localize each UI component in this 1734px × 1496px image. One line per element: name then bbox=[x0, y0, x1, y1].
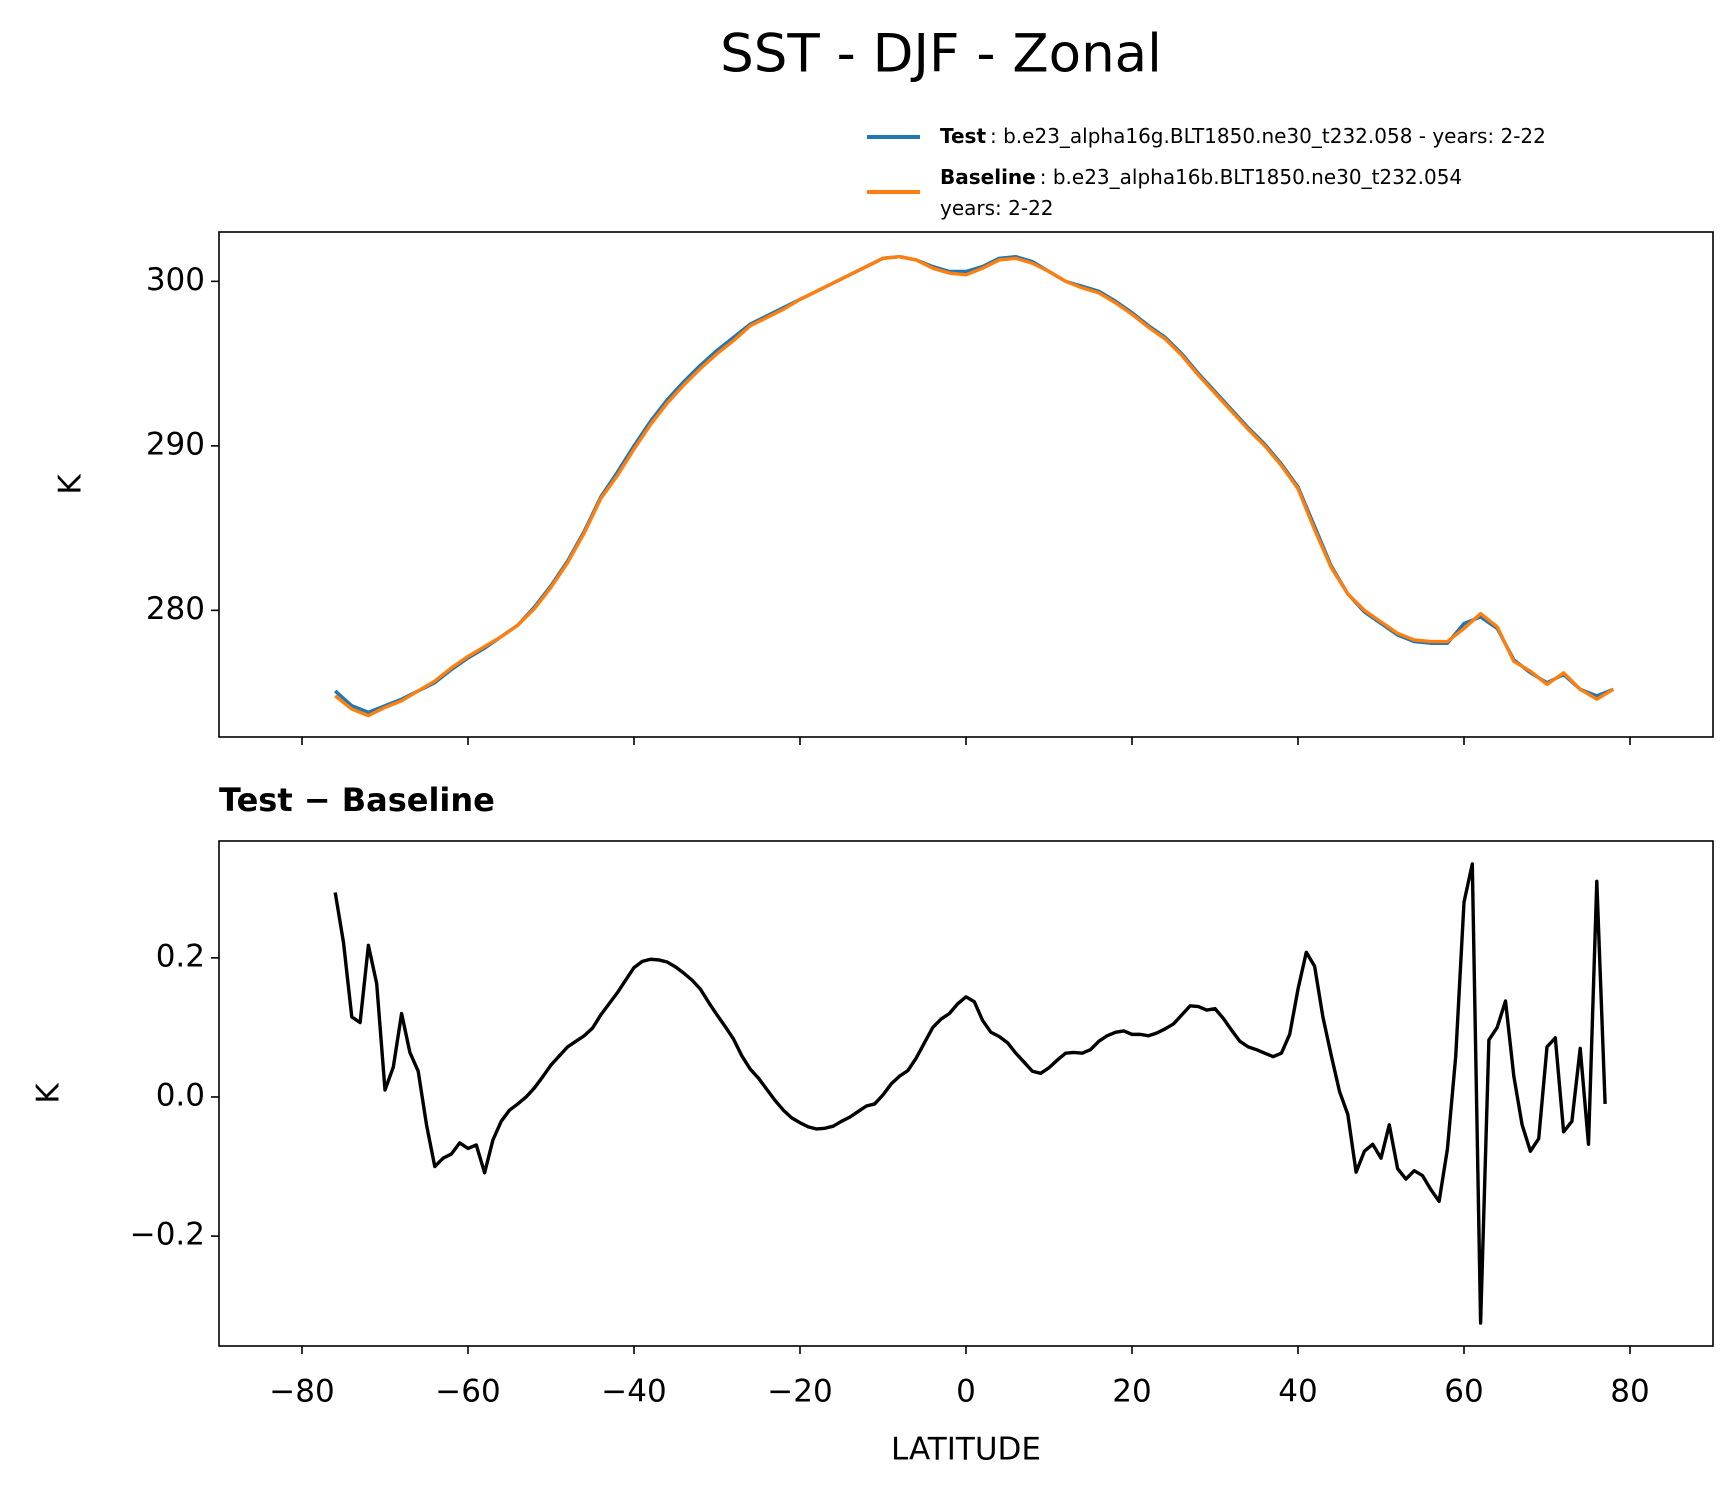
y-tick-label: 0.2 bbox=[156, 938, 205, 974]
legend-text: : b.e23_alpha16g.BLT1850.ne30_t232.058 -… bbox=[990, 124, 1546, 148]
x-tick-label: −80 bbox=[269, 1374, 334, 1410]
legend-label: Baseline: b.e23_alpha16b.BLT1850.ne30_t2… bbox=[940, 165, 1462, 220]
x-tick-label: −60 bbox=[435, 1374, 500, 1410]
y-tick-label: 290 bbox=[146, 426, 205, 462]
legend-name: Baseline bbox=[940, 165, 1036, 189]
y-tick-label: 280 bbox=[146, 591, 205, 627]
y-tick-label: −0.2 bbox=[130, 1217, 205, 1253]
x-tick-label: 80 bbox=[1610, 1374, 1649, 1410]
plot-area bbox=[334, 254, 1615, 718]
x-tick-label: 0 bbox=[956, 1374, 976, 1410]
legend-text: : b.e23_alpha16b.BLT1850.ne30_t232.054 bbox=[1040, 165, 1462, 189]
x-tick-label: 20 bbox=[1112, 1374, 1151, 1410]
figure-title: SST - DJF - Zonal bbox=[720, 24, 1162, 85]
data-line bbox=[334, 254, 1615, 718]
y-axis-label: K bbox=[53, 474, 89, 495]
x-tick-label: −20 bbox=[767, 1374, 832, 1410]
y-tick-label: 0.0 bbox=[156, 1077, 205, 1113]
legend-name: Test bbox=[940, 124, 986, 148]
plot-area bbox=[333, 862, 1607, 1325]
legend-label: Test: b.e23_alpha16g.BLT1850.ne30_t232.0… bbox=[940, 124, 1546, 148]
legend-text: years: 2-22 bbox=[940, 196, 1054, 220]
y-tick-label: 300 bbox=[146, 262, 205, 298]
x-tick-label: 60 bbox=[1444, 1374, 1483, 1410]
x-tick-label: 40 bbox=[1278, 1374, 1317, 1410]
x-tick-label: −40 bbox=[601, 1374, 666, 1410]
data-line bbox=[333, 862, 1607, 1325]
y-axis-label: K bbox=[31, 1083, 67, 1104]
x-axis-label: LATITUDE bbox=[891, 1432, 1041, 1468]
subplot-title: Test − Baseline bbox=[219, 781, 495, 819]
